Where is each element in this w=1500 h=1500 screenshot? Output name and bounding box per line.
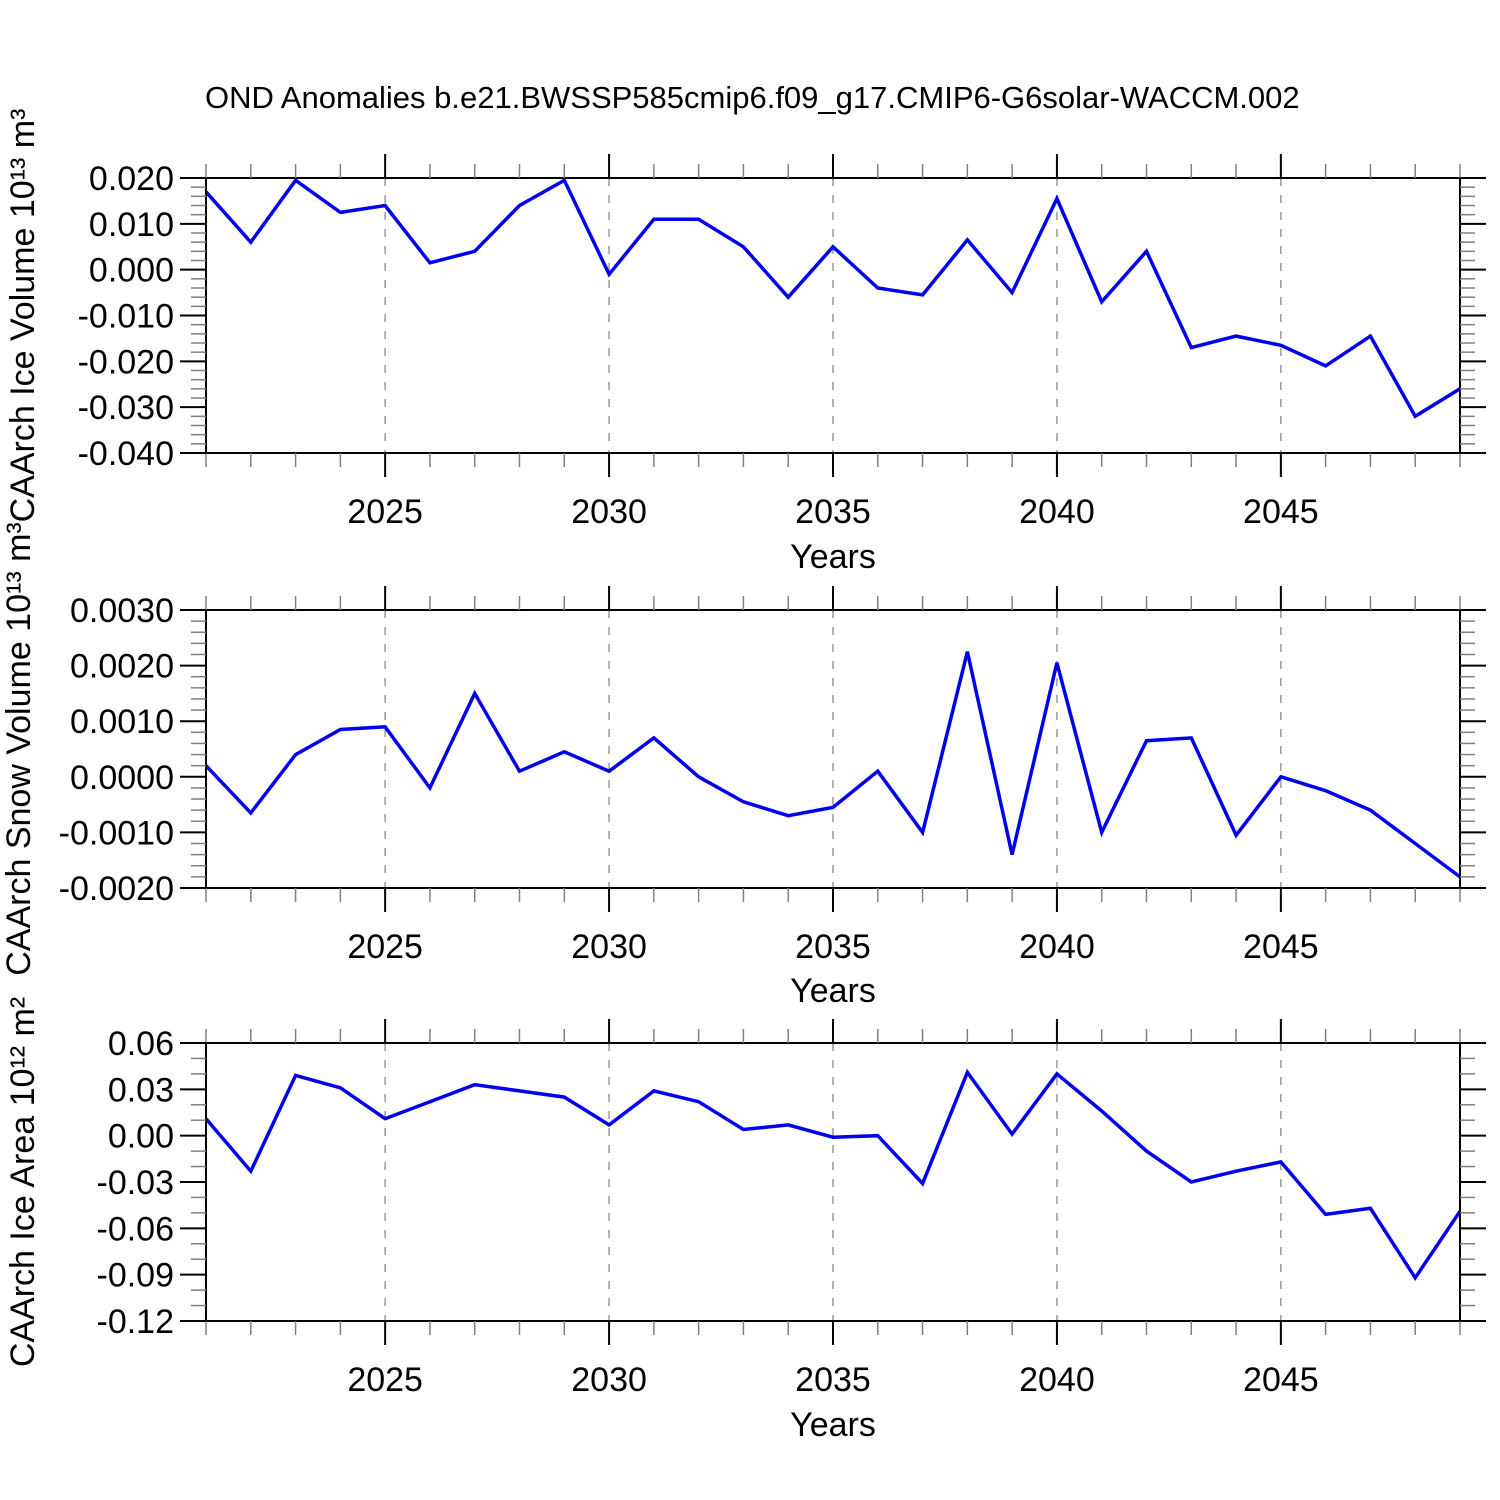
x-tick-label: 2040: [1019, 928, 1095, 966]
x-tick-label: 2030: [571, 493, 647, 531]
x-tick-label: 2030: [571, 1361, 647, 1399]
y-tick-label: 0.000: [89, 252, 174, 290]
chart2-y-axis-title: CAArch Snow Volume 10¹³ m³: [0, 522, 38, 976]
series-line: [204, 1068, 1462, 1281]
y-tick-label: -0.010: [78, 298, 174, 336]
chart2-x-axis-title: Years: [790, 972, 876, 1010]
y-tick-label: 0.03: [108, 1071, 174, 1109]
x-tick-label: 2035: [795, 493, 871, 531]
x-tick-label: 2025: [347, 928, 423, 966]
y-tick-label: -0.03: [97, 1164, 175, 1202]
y-tick-label: -0.030: [78, 389, 174, 427]
y-tick-label: 0.0010: [70, 703, 174, 741]
chart3-x-axis-title: Years: [790, 1406, 876, 1444]
x-tick-label: 2035: [795, 1361, 871, 1399]
chart-panel-2: 2025 2030 2035 2040 2045 0.0030 0.0020 0.0010 0.…: [59, 586, 1486, 966]
x-tick-label: 2030: [571, 928, 647, 966]
y-tick-label: 0.0000: [70, 759, 174, 797]
x-tick-label: 2025: [347, 1361, 423, 1399]
y-tick-label: -0.020: [78, 343, 174, 381]
chart-panel-3: 2025 2030 2035 2040 2045 0.06 0.03 0.00 -0.03 -0.…: [97, 1019, 1486, 1399]
chart-panels: 2025 2030 2035 2040 2045 0.020 0.010 0.000 -0.01…: [59, 154, 1486, 1399]
x-tick-label: 2040: [1019, 1361, 1095, 1399]
x-tick-label: 2035: [795, 928, 871, 966]
y-tick-label: 0.0020: [70, 648, 174, 686]
y-tick-label: 0.06: [108, 1025, 174, 1063]
x-tick-label: 2045: [1243, 1361, 1319, 1399]
y-tick-label: -0.06: [97, 1210, 175, 1248]
chart-panel-1: 2025 2030 2035 2040 2045 0.020 0.010 0.000 -0.01…: [78, 154, 1486, 531]
series-line: [204, 651, 1462, 879]
y-tick-label: -0.12: [97, 1303, 175, 1341]
x-tick-label: 2025: [347, 493, 423, 531]
y-tick-label: 0.0030: [70, 592, 174, 630]
chart1-y-axis-title: CAArch Ice Volume 10¹³ m³: [4, 109, 42, 523]
chart1-x-axis-title: Years: [790, 538, 876, 576]
figure-title: OND Anomalies b.e21.BWSSP585cmip6.f09_g1…: [205, 80, 1300, 115]
y-tick-label: 0.020: [89, 160, 174, 198]
chart3-y-axis-title: CAArch Ice Area 10¹² m²: [4, 997, 42, 1367]
series-line: [204, 177, 1461, 419]
y-tick-label: -0.0020: [59, 870, 174, 908]
x-tick-label: 2040: [1019, 493, 1095, 531]
y-tick-label: 0.010: [89, 206, 174, 244]
x-tick-label: 2045: [1243, 928, 1319, 966]
y-tick-label: 0.00: [108, 1118, 174, 1156]
x-tick-label: 2045: [1243, 493, 1319, 531]
y-tick-label: -0.0010: [59, 814, 174, 852]
y-tick-label: -0.040: [78, 435, 174, 473]
y-tick-label: -0.09: [97, 1257, 175, 1295]
